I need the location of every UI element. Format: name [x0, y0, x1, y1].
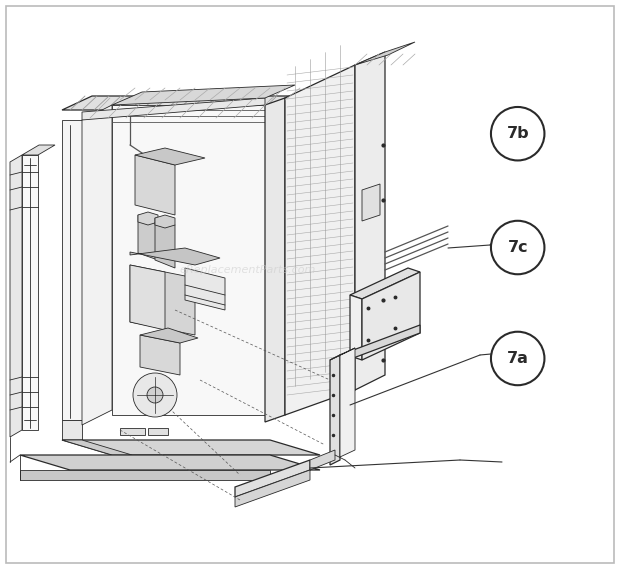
Polygon shape [235, 470, 310, 507]
Polygon shape [340, 325, 420, 363]
Polygon shape [185, 268, 225, 310]
Polygon shape [20, 470, 270, 480]
Polygon shape [130, 248, 220, 265]
Text: 7c: 7c [507, 240, 528, 255]
Polygon shape [140, 335, 180, 375]
Polygon shape [130, 265, 165, 330]
Polygon shape [130, 265, 195, 335]
Circle shape [147, 387, 163, 403]
Text: eReplacementParts.com: eReplacementParts.com [180, 265, 316, 275]
Polygon shape [350, 268, 420, 299]
Polygon shape [62, 420, 82, 440]
Polygon shape [22, 145, 55, 155]
Polygon shape [340, 355, 350, 366]
Text: 7a: 7a [507, 351, 529, 366]
Polygon shape [62, 120, 82, 420]
Polygon shape [155, 218, 175, 268]
Polygon shape [330, 348, 355, 360]
Polygon shape [340, 348, 355, 457]
Polygon shape [362, 184, 380, 221]
Polygon shape [138, 215, 158, 260]
Polygon shape [112, 85, 295, 105]
Polygon shape [62, 440, 132, 455]
Polygon shape [235, 460, 310, 497]
Text: 7b: 7b [507, 126, 529, 141]
Polygon shape [120, 428, 145, 435]
Polygon shape [355, 52, 385, 390]
Circle shape [133, 373, 177, 417]
Polygon shape [362, 272, 420, 360]
Polygon shape [140, 328, 198, 343]
Polygon shape [22, 155, 38, 430]
Polygon shape [10, 155, 22, 437]
Polygon shape [355, 42, 415, 65]
Circle shape [491, 332, 544, 385]
Polygon shape [82, 105, 112, 425]
Circle shape [491, 107, 544, 160]
Polygon shape [350, 295, 362, 360]
Polygon shape [155, 215, 175, 228]
Polygon shape [62, 440, 320, 455]
Polygon shape [285, 65, 355, 415]
Polygon shape [138, 212, 158, 225]
Polygon shape [62, 96, 290, 110]
Polygon shape [20, 455, 320, 470]
Polygon shape [310, 450, 335, 470]
Circle shape [491, 221, 544, 274]
Polygon shape [265, 98, 285, 422]
Polygon shape [82, 98, 265, 120]
Polygon shape [330, 355, 340, 465]
Polygon shape [135, 155, 175, 215]
Polygon shape [112, 105, 265, 415]
Polygon shape [135, 148, 205, 165]
Polygon shape [148, 428, 168, 435]
